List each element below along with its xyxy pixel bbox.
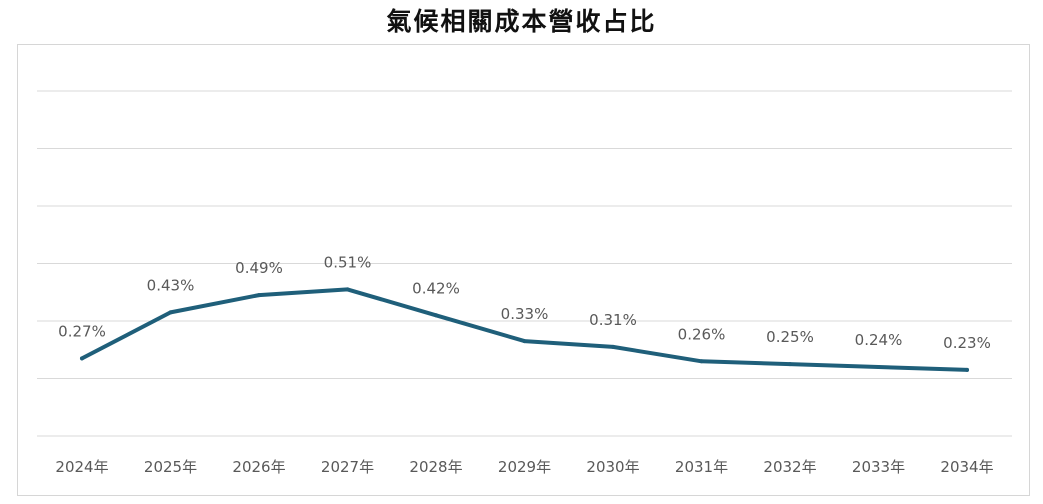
data-label: 0.42% <box>412 279 460 297</box>
x-tick-label: 2032年 <box>763 458 816 476</box>
data-label: 0.43% <box>147 276 195 294</box>
x-tick-label: 2028年 <box>409 458 462 476</box>
x-tick-label: 2027年 <box>321 458 374 476</box>
data-point <box>257 293 261 298</box>
x-tick-label: 2033年 <box>852 458 905 476</box>
data-label: 0.25% <box>766 328 814 346</box>
x-tick-label: 2030年 <box>586 458 639 476</box>
x-tick-label: 2026年 <box>232 458 285 476</box>
data-label: 0.23% <box>943 334 991 352</box>
x-tick-label: 2025年 <box>144 458 197 476</box>
data-point <box>965 367 969 372</box>
gridlines <box>37 90 1012 437</box>
series-line-group <box>80 287 969 372</box>
data-point <box>876 365 881 369</box>
data-label: 0.26% <box>678 325 726 343</box>
x-axis-tick-labels: 2024年 2025年 2026年 2027年 2028年 2029年 2030年 2031年… <box>55 458 993 476</box>
data-point <box>434 313 438 318</box>
data-label: 0.33% <box>501 305 549 323</box>
data-point <box>699 359 704 364</box>
series-line <box>80 287 969 372</box>
data-label: 0.24% <box>855 331 903 349</box>
data-point <box>522 339 527 344</box>
chart-area <box>17 44 1030 496</box>
x-tick-label: 2024年 <box>55 458 108 476</box>
data-label: 0.51% <box>324 253 372 271</box>
data-point <box>788 362 792 367</box>
x-tick-label: 2029年 <box>498 458 551 476</box>
data-label: 0.27% <box>58 322 106 340</box>
data-labels: 0.27% 0.43% 0.49% 0.51% 0.42% 0.33% 0.31% 0.26%… <box>58 253 991 352</box>
data-point <box>168 310 173 315</box>
data-label: 0.31% <box>589 311 637 329</box>
data-point <box>345 287 350 292</box>
data-label: 0.49% <box>235 259 283 277</box>
x-tick-label: 2034年 <box>940 458 993 476</box>
data-point <box>80 356 84 361</box>
chart-title: 氣候相關成本營收占比 <box>386 7 657 36</box>
data-point <box>611 344 615 349</box>
x-tick-label: 2031年 <box>675 458 728 476</box>
